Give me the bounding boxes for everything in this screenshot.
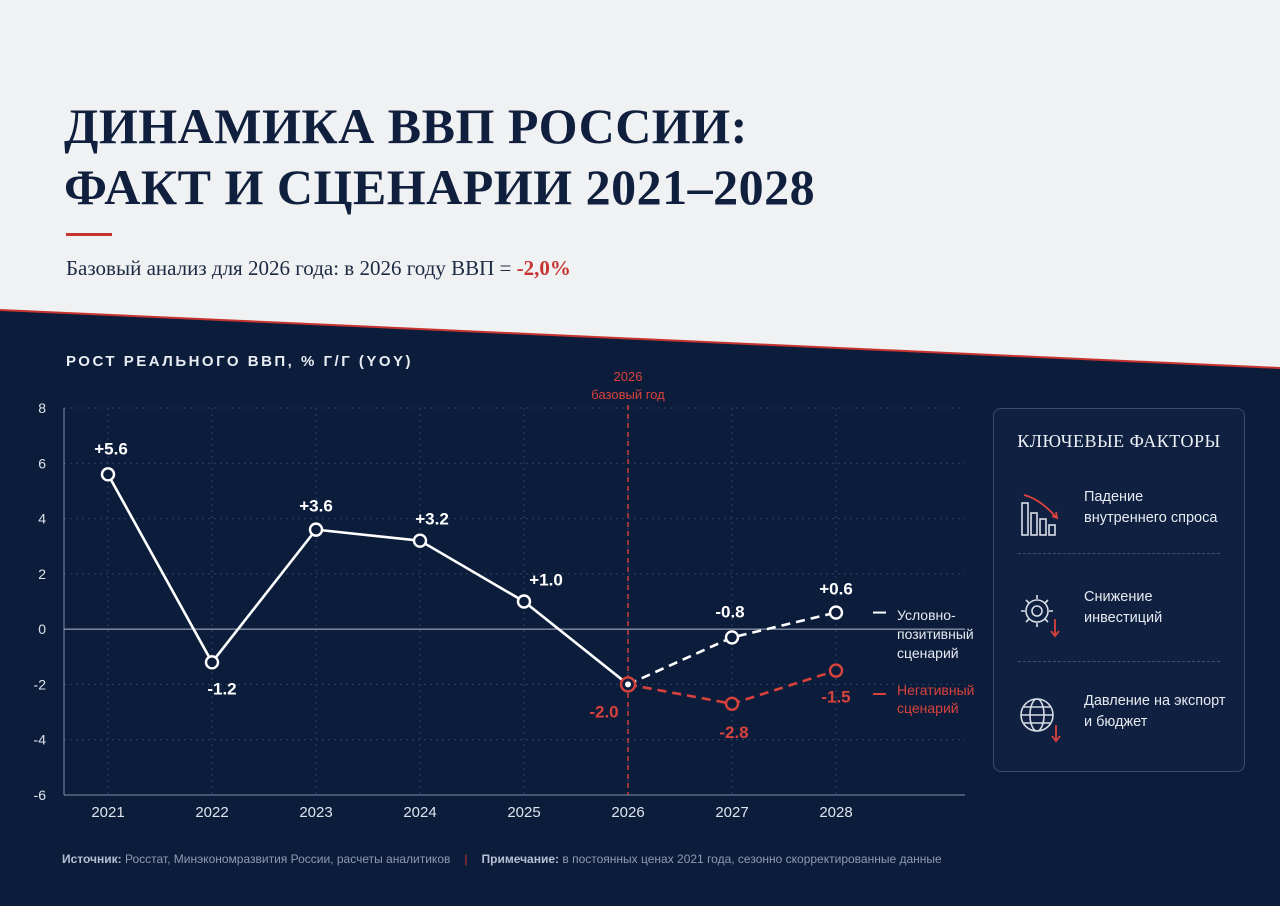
y-axis-title: РОСТ РЕАЛЬНОГО ВВП, % Г/Г (YOY) xyxy=(66,353,414,370)
footer-divider: | xyxy=(464,852,468,866)
x-tick-label: 2027 xyxy=(715,804,748,821)
title-accent xyxy=(66,233,112,236)
falling-bars-icon xyxy=(1021,494,1059,536)
baseline-year-label: 2026 xyxy=(614,369,643,384)
x-tick-label: 2024 xyxy=(403,804,436,821)
x-tick-label: 2025 xyxy=(507,804,540,821)
y-tick-label: -4 xyxy=(34,732,47,748)
x-tick-label: 2021 xyxy=(91,804,124,821)
y-tick-label: 8 xyxy=(38,400,46,416)
data-label: +3.6 xyxy=(299,497,333,516)
data-point xyxy=(516,594,532,609)
baseline-point-center xyxy=(625,681,631,688)
negative-legend-text: сценарий xyxy=(897,700,959,716)
x-tick-label: 2023 xyxy=(299,804,332,821)
x-tick-label: 2026 xyxy=(611,804,644,821)
note-text: в постоянных ценах 2021 года, сезонно ск… xyxy=(559,852,942,866)
x-tick-label: 2028 xyxy=(819,804,852,821)
data-point xyxy=(828,663,844,678)
factor-investment-line-2: инвестиций xyxy=(1084,610,1163,626)
title-line-2: ФАКТ И СЦЕНАРИИ 2021–2028 xyxy=(64,159,816,215)
data-point xyxy=(724,630,740,645)
factor-investment-line-1: Снижение xyxy=(1084,589,1153,605)
data-label: +3.2 xyxy=(415,510,449,529)
positive-legend-text: позитивный xyxy=(897,626,974,642)
subtitle-value: -2,0% xyxy=(516,256,571,280)
factor-investment: Снижение инвестиций xyxy=(1018,587,1228,647)
factor-export-line-1: Давление на экспорт xyxy=(1084,693,1226,709)
factor-export-line-2: и бюджет xyxy=(1084,714,1148,730)
source-text: Росстат, Минэкономразвития России, расче… xyxy=(121,852,451,866)
page-title: ДИНАМИКА ВВП РОССИИ: ФАКТ И СЦЕНАРИИ 202… xyxy=(64,96,815,218)
factor-demand-line-1: Падение xyxy=(1084,489,1144,505)
subtitle-prefix: Базовый анализ для 2026 года: в 2026 год… xyxy=(66,256,517,280)
factor-separator xyxy=(1018,553,1220,554)
data-point xyxy=(828,605,844,620)
key-factors-panel: КЛЮЧЕВЫЕ ФАКТОРЫ Падение внутреннего спр… xyxy=(993,408,1245,772)
data-label: -2.8 xyxy=(719,723,748,742)
positive-scenario-line xyxy=(627,611,837,686)
data-label: -1.2 xyxy=(207,679,236,698)
data-label: -2.0 xyxy=(589,702,618,721)
data-point xyxy=(412,533,428,548)
positive-legend-text: сценарий xyxy=(897,645,959,661)
factor-separator xyxy=(1018,661,1220,662)
data-point xyxy=(100,467,116,482)
data-point xyxy=(724,696,740,711)
actual-series-line xyxy=(106,473,629,686)
factor-export: Давление на экспорт и бюджет xyxy=(1018,691,1228,751)
subtitle: Базовый анализ для 2026 года: в 2026 год… xyxy=(66,256,571,281)
baseline-year-caption: базовый год xyxy=(591,387,665,402)
globe-down-icon xyxy=(1020,698,1061,743)
gear-down-icon xyxy=(1021,595,1060,638)
data-point xyxy=(204,655,220,670)
data-label: +0.6 xyxy=(819,580,853,599)
key-factors-title: КЛЮЧЕВЫЕ ФАКТОРЫ xyxy=(1017,431,1221,451)
negative-legend-text: Негативный xyxy=(897,682,974,698)
y-tick-label: 0 xyxy=(38,621,46,637)
positive-legend-text: Условно- xyxy=(897,607,956,623)
footer: Источник: Росстат, Минэкономразвития Рос… xyxy=(62,852,942,866)
y-tick-label: 4 xyxy=(38,511,46,527)
y-tick-label: -2 xyxy=(34,676,47,692)
source-label: Источник: xyxy=(62,852,122,866)
data-label: +5.6 xyxy=(94,439,128,458)
data-point xyxy=(308,522,324,537)
y-tick-label: 6 xyxy=(38,455,46,471)
x-tick-label: 2022 xyxy=(195,804,228,821)
data-label: -1.5 xyxy=(821,688,850,707)
note-label: Примечание: xyxy=(481,852,560,866)
factor-demand: Падение внутреннего спроса xyxy=(1018,487,1228,547)
data-label: -0.8 xyxy=(715,602,744,621)
y-tick-label: 2 xyxy=(38,566,46,582)
factor-demand-line-2: внутреннего спроса xyxy=(1084,510,1218,526)
title-line-1: ДИНАМИКА ВВП РОССИИ: xyxy=(64,98,748,154)
y-tick-label: -6 xyxy=(34,787,47,803)
data-label: +1.0 xyxy=(529,571,563,590)
